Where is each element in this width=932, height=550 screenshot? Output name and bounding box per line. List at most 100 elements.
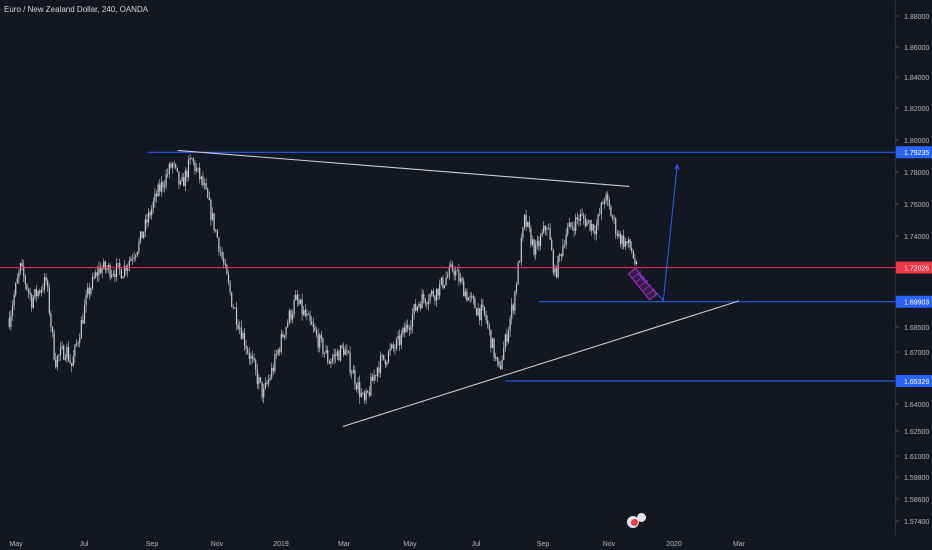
candle-body — [528, 221, 530, 229]
candle-body — [50, 313, 52, 328]
candle-body — [101, 268, 103, 273]
candle-body — [360, 393, 362, 397]
candle-body — [282, 333, 284, 338]
candle-body — [479, 308, 481, 321]
candle-body — [365, 391, 367, 401]
candle-body — [210, 199, 212, 220]
candle-body — [98, 266, 100, 276]
trendline-descending_resistance[interactable] — [177, 149, 630, 187]
candle-body — [523, 214, 526, 228]
candle-body — [338, 351, 340, 361]
candle-body — [80, 320, 82, 339]
candle-body — [242, 333, 244, 339]
candle-body — [74, 345, 76, 357]
candle-body — [482, 304, 484, 307]
candle-body — [530, 228, 532, 245]
candle-body — [131, 258, 134, 260]
candle-body — [400, 333, 402, 345]
candle-body — [480, 304, 482, 321]
candle-body — [347, 350, 350, 353]
candle-body — [357, 381, 359, 390]
candle-body — [520, 237, 522, 262]
candle-body — [619, 233, 622, 244]
candle-body — [93, 276, 95, 278]
candle-body — [43, 277, 46, 290]
candle-body — [306, 313, 308, 317]
candle-body — [490, 329, 492, 349]
candle-body — [621, 235, 623, 244]
candle-body — [283, 335, 286, 338]
candle-body — [277, 349, 279, 355]
candle-body — [375, 375, 377, 377]
candle-body — [581, 213, 583, 216]
candle-body — [474, 298, 476, 309]
candle-body — [408, 328, 410, 330]
candle-body — [40, 289, 42, 293]
candle-body — [83, 305, 86, 324]
candle-body — [167, 173, 169, 175]
candle-body — [135, 255, 137, 258]
y-tick-label: 1.68500 — [904, 325, 929, 332]
candle-body — [442, 277, 444, 288]
y-tick-label: 1.59800 — [904, 475, 929, 482]
projection-arrow[interactable] — [637, 164, 678, 302]
symbol-title[interactable]: Euro / New Zealand Dollar, 240, OANDA — [4, 5, 149, 14]
candle-body — [333, 354, 335, 358]
candle-body — [279, 349, 281, 352]
candle-body — [261, 381, 263, 398]
candle-body — [42, 289, 44, 291]
candle-body — [570, 222, 572, 227]
y-tick-label: 1.78000 — [904, 170, 929, 177]
candle-body — [384, 359, 386, 365]
candle-body — [455, 270, 457, 276]
candle-body — [187, 159, 190, 178]
candle-body — [295, 294, 297, 301]
candle-body — [395, 339, 398, 349]
candle-body — [602, 202, 604, 204]
candle-body — [427, 300, 430, 305]
candle-body — [123, 266, 126, 277]
x-tick-label: 2020 — [666, 541, 682, 548]
candle-body — [519, 261, 521, 263]
candle-body — [250, 356, 252, 359]
candle-body — [91, 276, 94, 289]
candle-body — [594, 230, 596, 235]
candle-body — [183, 177, 185, 187]
candle-body — [362, 392, 364, 394]
trendline-ascending_support[interactable] — [342, 300, 740, 428]
candle-body — [56, 355, 58, 368]
channel-hatch — [645, 288, 656, 296]
candle-body — [82, 320, 84, 324]
candle-body — [87, 287, 89, 296]
chart-badge-icon[interactable] — [627, 513, 647, 528]
candle-body — [66, 346, 68, 359]
candle-body — [243, 333, 246, 346]
price-label: 1.72026 — [904, 266, 929, 273]
candle-body — [107, 265, 110, 269]
candle-body — [314, 327, 316, 331]
candle-body — [301, 299, 303, 315]
candle-body — [627, 239, 630, 244]
candle-body — [514, 291, 516, 311]
candle-body — [439, 283, 441, 296]
candle-body — [251, 356, 254, 359]
candle-body — [227, 274, 230, 283]
y-tick-label: 1.86000 — [904, 45, 929, 52]
candle-body — [45, 277, 47, 281]
candle-body — [349, 352, 351, 374]
candle-body — [272, 367, 274, 372]
candle-body — [557, 255, 559, 278]
candle-body — [504, 334, 506, 348]
candle-body — [58, 354, 60, 356]
candle-body — [343, 347, 345, 355]
candle-body — [27, 289, 30, 293]
candle-body — [447, 275, 449, 278]
candle-body — [119, 263, 121, 270]
candle-body — [336, 351, 338, 356]
candle-body — [522, 227, 524, 238]
candle-body — [335, 354, 337, 356]
candle-body — [47, 280, 49, 288]
candle-body — [213, 213, 215, 230]
candle-body — [136, 251, 138, 256]
